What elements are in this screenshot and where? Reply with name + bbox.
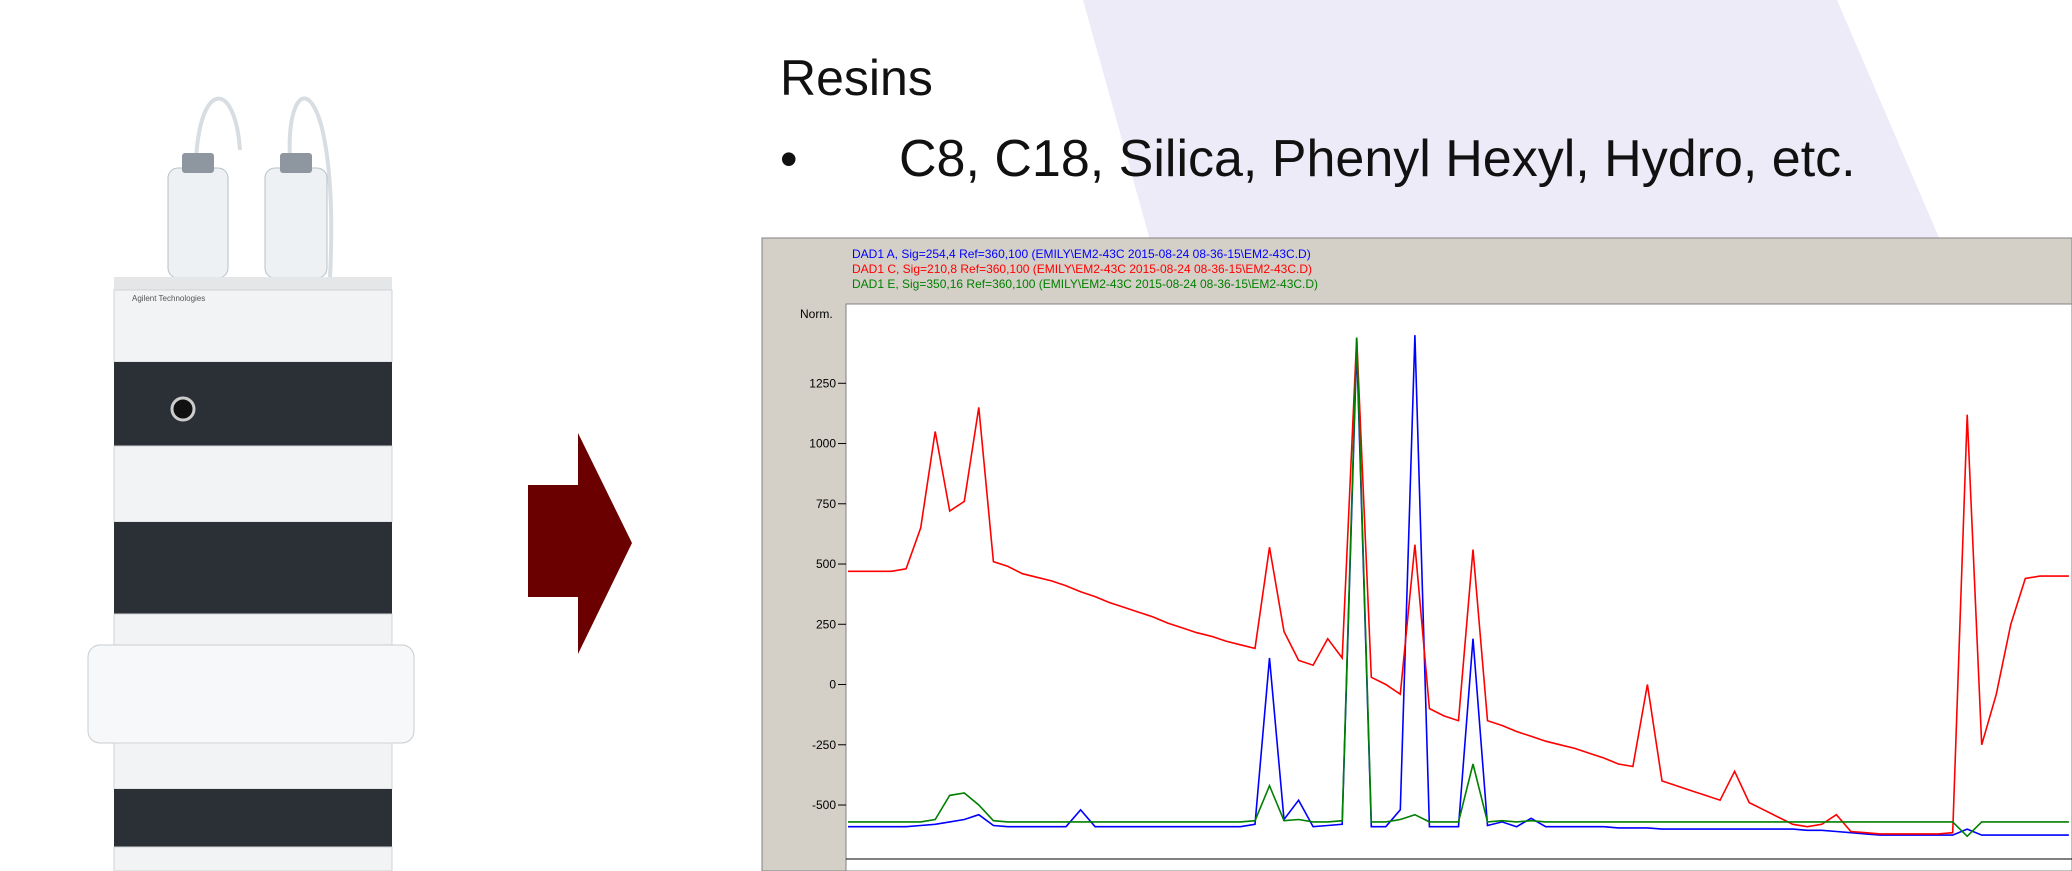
y-tick-label: -500 (812, 798, 836, 812)
legend-entry: DAD1 A, Sig=254,4 Ref=360,100 (EMILY\EM2… (852, 247, 1311, 261)
series-line (848, 337, 2069, 838)
y-tick-label: 1250 (809, 376, 836, 390)
brand-label: Agilent Technologies (132, 294, 205, 303)
series-line (848, 335, 2069, 836)
y-tick-label: 0 (829, 678, 836, 692)
bullet-text: C8, C18, Silica, Phenyl Hexyl, Hydro, et… (899, 130, 1856, 188)
y-axis-label: Norm. (800, 307, 833, 321)
heading: Resins (780, 50, 933, 106)
y-tick-label: 500 (816, 557, 836, 571)
y-tick-label: -250 (812, 738, 836, 752)
plot-area (845, 303, 2072, 871)
y-tick-label: 1000 (809, 437, 836, 451)
legend-entry: DAD1 E, Sig=350,16 Ref=360,100 (EMILY\EM… (852, 277, 1318, 291)
legend-entry: DAD1 C, Sig=210,8 Ref=360,100 (EMILY\EM2… (852, 262, 1312, 276)
series-line (848, 337, 2069, 835)
arrow (528, 433, 632, 654)
background-band (1083, 0, 1940, 240)
y-tick-label: 750 (816, 497, 836, 511)
bullet: • (780, 131, 798, 187)
instrument: Agilent Technologies (87, 96, 415, 871)
y-tick-label: 250 (816, 617, 836, 631)
